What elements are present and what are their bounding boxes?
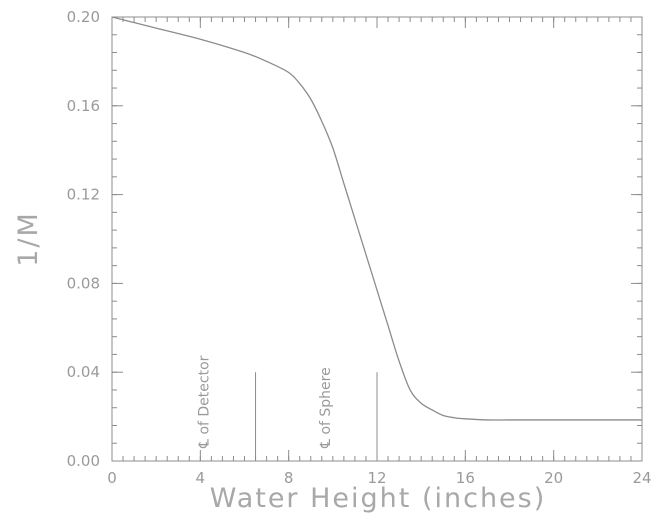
x-tick-label: 16 — [456, 469, 475, 487]
x-axis-title: Water Height (inches) — [210, 483, 547, 514]
annotation-label: ℄ of Sphere — [318, 367, 334, 449]
x-tick-label: 8 — [284, 469, 294, 487]
x-tick-label: 24 — [632, 469, 651, 487]
y-tick-label: 0.20 — [67, 8, 100, 26]
x-tick-label: 20 — [544, 469, 563, 487]
y-tick-label: 0.16 — [67, 97, 100, 115]
y-tick-label: 0.00 — [67, 452, 100, 470]
series-line — [111, 16, 642, 421]
x-tick-label: 12 — [367, 469, 386, 487]
y-tick-label: 0.08 — [67, 274, 100, 292]
y-tick-label: 0.12 — [67, 186, 100, 204]
annotation-label: ℄ of Detector — [197, 355, 213, 449]
y-tick-labels: 0.00 0.04 0.08 0.12 0.16 0.20 — [67, 8, 100, 470]
x-tick-label: 4 — [196, 469, 206, 487]
y-axis-title: 1/M — [13, 211, 44, 267]
y-tick-label: 0.04 — [67, 363, 100, 381]
x-tick-labels: 0 4 8 12 16 20 24 — [107, 469, 651, 487]
plot-frame — [111, 16, 643, 462]
x-tick-label: 0 — [107, 469, 117, 487]
annotation-markers: ℄ of Detector ℄ of Sphere — [197, 355, 378, 461]
